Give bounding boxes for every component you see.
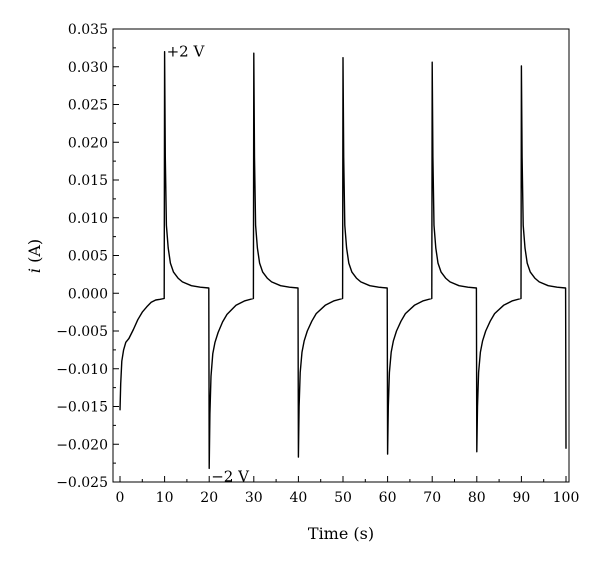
series-line-current — [119, 51, 567, 470]
y-tick-label: −0.025 — [56, 475, 108, 491]
plot-frame — [112, 28, 570, 483]
annotations: +2 V −2 V — [167, 43, 250, 486]
y-tick-label: −0.005 — [56, 324, 108, 340]
x-tick-label: 60 — [379, 490, 397, 506]
x-tick-label: 30 — [245, 490, 263, 506]
y-axis-title-unit: (A) — [25, 239, 44, 268]
y-axis-ticks — [113, 28, 119, 483]
y-axis-tick-labels: 0.035 0.030 0.025 0.020 0.015 0.010 0.005 0.000… — [56, 22, 108, 491]
y-axis-title: i (A) — [25, 239, 44, 273]
y-tick-label: 0.020 — [68, 135, 108, 151]
x-axis-title: Time (s) — [308, 524, 374, 543]
y-tick-label: 0.015 — [68, 173, 108, 189]
x-tick-label: 80 — [468, 490, 486, 506]
y-tick-label: −0.010 — [56, 362, 108, 378]
x-tick-label: 20 — [200, 490, 218, 506]
x-tick-label: 100 — [553, 490, 580, 506]
x-tick-label: 10 — [156, 490, 174, 506]
x-tick-label: 90 — [512, 490, 530, 506]
y-axis-title-symbol: i — [25, 268, 44, 273]
x-axis-ticks — [119, 476, 567, 482]
x-tick-label: 50 — [334, 490, 352, 506]
y-tick-label: 0.030 — [68, 60, 108, 76]
x-axis-tick-labels: 0 10 20 30 40 50 60 70 80 90 100 — [116, 490, 580, 506]
x-tick-label: 70 — [423, 490, 441, 506]
y-tick-label: 0.035 — [68, 22, 108, 38]
y-tick-label: 0.025 — [68, 98, 108, 114]
annotation-label: −2 V — [211, 467, 250, 485]
y-tick-label: 0.005 — [68, 249, 108, 265]
x-tick-label: 40 — [289, 490, 307, 506]
y-tick-label: −0.015 — [56, 400, 108, 416]
x-tick-label: 0 — [116, 490, 125, 506]
annotation-label: +2 V — [167, 43, 206, 61]
y-tick-label: −0.020 — [56, 437, 108, 453]
y-tick-label: 0.000 — [68, 286, 108, 302]
y-tick-label: 0.010 — [68, 211, 108, 227]
